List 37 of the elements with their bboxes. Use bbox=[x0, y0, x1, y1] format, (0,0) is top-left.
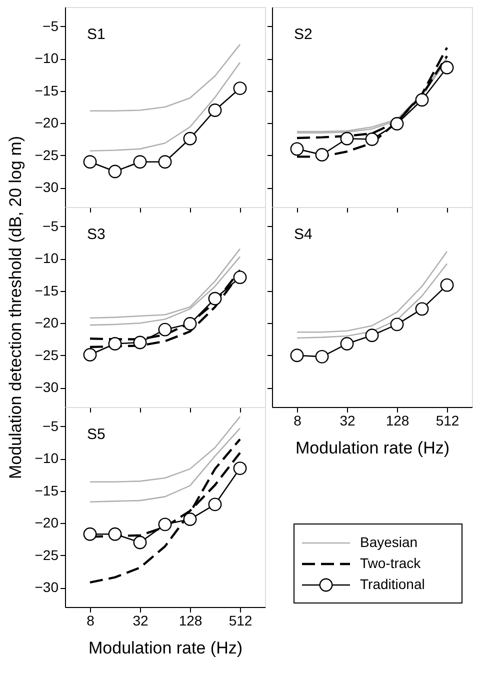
y-tick-label: −10 bbox=[34, 450, 59, 466]
x-tick-label: 512 bbox=[436, 412, 460, 428]
y-tick-label: −25 bbox=[34, 146, 59, 163]
y-tick-label: −15 bbox=[34, 82, 59, 98]
x-axis-title: Modulation rate (Hz) bbox=[88, 638, 243, 658]
x-axis-title: Modulation rate (Hz) bbox=[295, 438, 450, 458]
legend-label: Traditional bbox=[360, 576, 425, 592]
y-axis-title: Modulation detection threshold (dB, 20 log m) bbox=[6, 136, 25, 480]
y-tick-label: −10 bbox=[34, 50, 59, 66]
y-tick-label: −25 bbox=[34, 546, 59, 563]
y-tick-label: −30 bbox=[34, 579, 59, 596]
x-tick-label: 128 bbox=[386, 412, 410, 428]
y-tick-label: −5 bbox=[42, 218, 59, 234]
text: S1 bbox=[87, 26, 106, 43]
y-tick-label: −30 bbox=[34, 379, 59, 396]
text: S5 bbox=[87, 426, 106, 443]
legend-label: Bayesian bbox=[360, 534, 418, 550]
x-tick-label: 32 bbox=[340, 412, 356, 428]
y-tick-label: −20 bbox=[34, 314, 59, 331]
y-tick-label: −5 bbox=[42, 18, 59, 34]
y-tick-label: −10 bbox=[34, 250, 59, 266]
text: S4 bbox=[294, 226, 312, 243]
x-tick-label: 512 bbox=[228, 612, 252, 628]
y-tick-label: −30 bbox=[34, 179, 59, 196]
text: S2 bbox=[294, 26, 312, 43]
y-tick-label: −15 bbox=[34, 482, 59, 498]
y-tick-label: −25 bbox=[34, 346, 59, 363]
x-tick-label: 32 bbox=[132, 612, 148, 628]
y-tick-label: −20 bbox=[34, 114, 59, 131]
legend-label: Two-track bbox=[360, 555, 422, 571]
x-tick-label: 8 bbox=[86, 612, 95, 628]
x-tick-label: 128 bbox=[178, 612, 202, 628]
y-tick-label: −15 bbox=[34, 282, 59, 298]
y-tick-label: −5 bbox=[42, 418, 59, 434]
text: S3 bbox=[87, 226, 106, 243]
x-tick-label: 8 bbox=[294, 412, 302, 428]
y-tick-label: −20 bbox=[34, 514, 59, 531]
